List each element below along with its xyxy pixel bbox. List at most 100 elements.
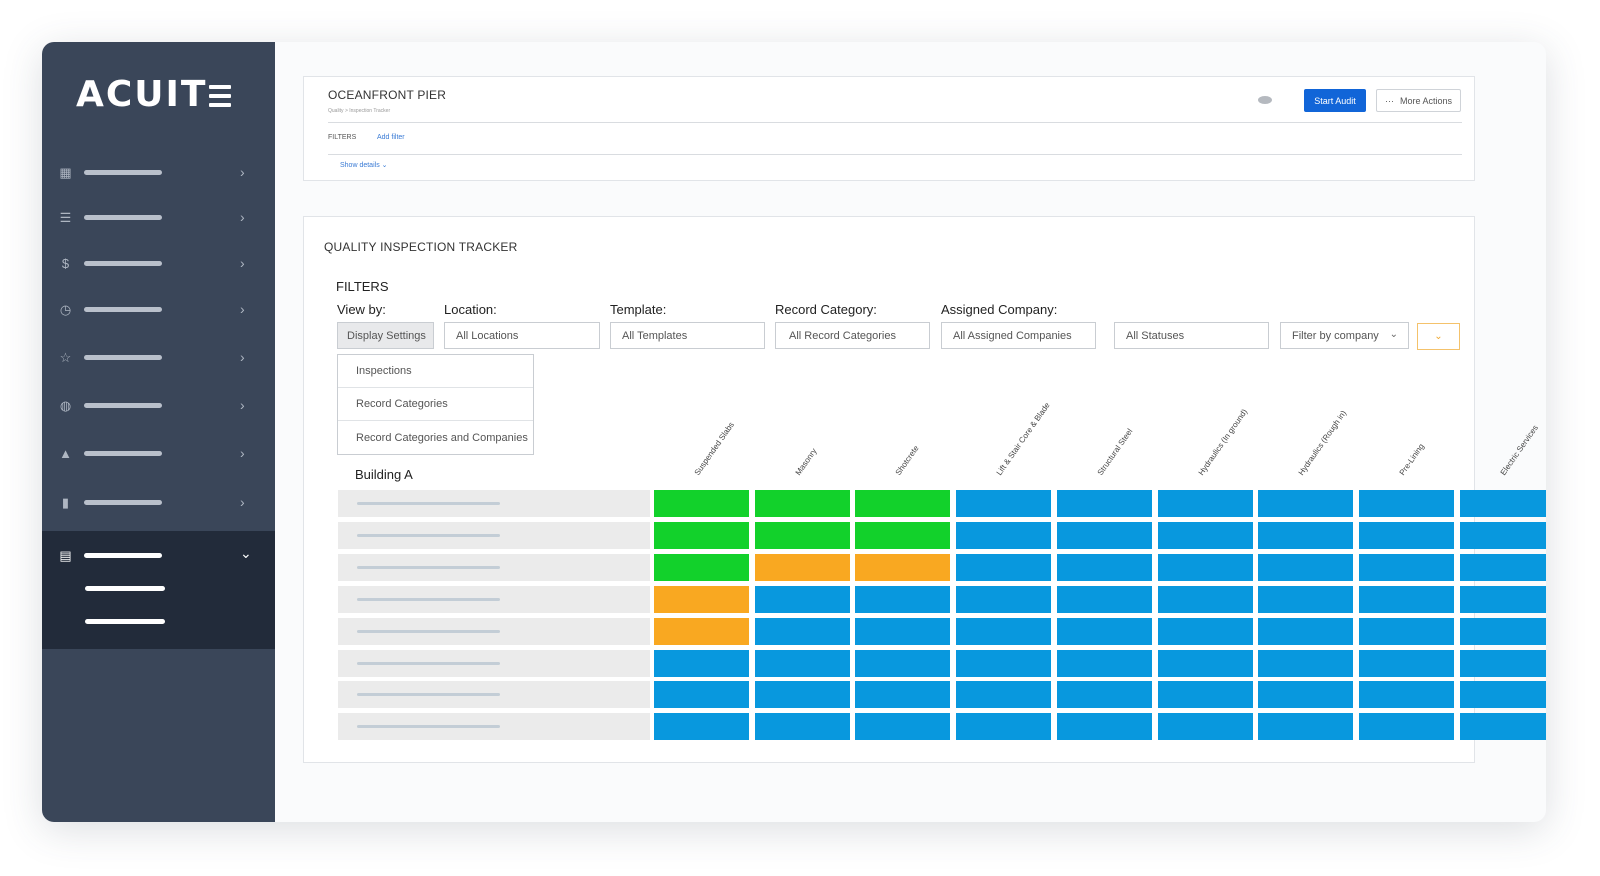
- table-row[interactable]: [338, 649, 650, 677]
- table-row[interactable]: [338, 490, 650, 517]
- status-cell[interactable]: [754, 649, 850, 677]
- expand-toggle-button[interactable]: ⌄: [1417, 323, 1460, 350]
- status-cell[interactable]: [1157, 681, 1253, 709]
- status-cell[interactable]: [1157, 617, 1253, 645]
- table-row[interactable]: [338, 521, 650, 549]
- status-cell[interactable]: [754, 681, 850, 709]
- table-row[interactable]: [338, 585, 650, 613]
- table-row[interactable]: [338, 713, 650, 741]
- status-cell[interactable]: [1258, 681, 1354, 709]
- status-cell[interactable]: [1157, 521, 1253, 549]
- status-cell[interactable]: [1358, 681, 1454, 709]
- submenu-item-2[interactable]: [85, 619, 165, 624]
- status-cell[interactable]: [654, 585, 749, 613]
- status-cell[interactable]: [754, 490, 850, 517]
- status-cell[interactable]: [855, 553, 951, 581]
- status-cell[interactable]: [1056, 585, 1152, 613]
- start-audit-button[interactable]: Start Audit: [1304, 89, 1366, 112]
- status-cell[interactable]: [855, 490, 951, 517]
- status-cell[interactable]: [1358, 713, 1454, 741]
- status-cell[interactable]: [1056, 617, 1152, 645]
- status-cell[interactable]: [1056, 649, 1152, 677]
- breadcrumb[interactable]: Quality > Inspection Tracker: [328, 108, 391, 114]
- status-cell[interactable]: [1459, 713, 1546, 741]
- sidebar-item-6[interactable]: ◍ ›: [42, 388, 275, 422]
- acuite-logo[interactable]: ACUIT: [76, 74, 232, 115]
- status-cell[interactable]: [1056, 713, 1152, 741]
- status-cell[interactable]: [1358, 521, 1454, 549]
- status-cell[interactable]: [1258, 713, 1354, 741]
- status-cell[interactable]: [1056, 521, 1152, 549]
- status-cell[interactable]: [754, 585, 850, 613]
- sidebar-item-3[interactable]: $ ›: [42, 246, 275, 280]
- template-select[interactable]: All Templates: [610, 322, 765, 349]
- status-cell[interactable]: [1157, 490, 1253, 517]
- sidebar-item-5[interactable]: ☆ ›: [42, 340, 275, 374]
- status-cell[interactable]: [1157, 713, 1253, 741]
- status-cell[interactable]: [956, 617, 1052, 645]
- table-row[interactable]: [338, 617, 650, 645]
- status-cell[interactable]: [855, 617, 951, 645]
- status-cell[interactable]: [1358, 490, 1454, 517]
- status-cell[interactable]: [654, 713, 749, 741]
- submenu-item-1[interactable]: [85, 586, 165, 591]
- status-cell[interactable]: [654, 490, 749, 517]
- status-cell[interactable]: [1157, 553, 1253, 581]
- status-cell[interactable]: [654, 649, 749, 677]
- status-cell[interactable]: [956, 681, 1052, 709]
- record-category-select[interactable]: All Record Categories: [775, 322, 930, 349]
- status-cell[interactable]: [855, 649, 951, 677]
- status-cell[interactable]: [754, 553, 850, 581]
- status-cell[interactable]: [1157, 649, 1253, 677]
- status-cell[interactable]: [956, 713, 1052, 741]
- view-option-record-categories[interactable]: Record Categories: [338, 388, 533, 421]
- status-cell[interactable]: [1056, 553, 1152, 581]
- status-cell[interactable]: [1358, 585, 1454, 613]
- status-cell[interactable]: [1459, 585, 1546, 613]
- status-cell[interactable]: [956, 585, 1052, 613]
- status-cell[interactable]: [1459, 553, 1546, 581]
- company-filter-select[interactable]: Filter by company ⌄: [1280, 322, 1409, 349]
- status-cell[interactable]: [1258, 649, 1354, 677]
- sidebar-item-1[interactable]: ▦ ›: [42, 155, 275, 189]
- sidebar-item-7[interactable]: ▲ ›: [42, 436, 275, 470]
- table-row[interactable]: [338, 553, 650, 581]
- status-cell[interactable]: [956, 490, 1052, 517]
- status-cell[interactable]: [1258, 521, 1354, 549]
- status-select[interactable]: All Statuses: [1114, 322, 1269, 349]
- status-cell[interactable]: [1459, 617, 1546, 645]
- status-cell[interactable]: [1258, 585, 1354, 613]
- status-cell[interactable]: [1157, 585, 1253, 613]
- status-cell[interactable]: [956, 521, 1052, 549]
- view-option-record-categories-and-companies[interactable]: Record Categories and Companies: [356, 431, 528, 444]
- chat-icon[interactable]: [1258, 96, 1272, 104]
- status-cell[interactable]: [855, 585, 951, 613]
- status-cell[interactable]: [1056, 681, 1152, 709]
- status-cell[interactable]: [855, 521, 951, 549]
- status-cell[interactable]: [654, 521, 749, 549]
- status-cell[interactable]: [754, 521, 850, 549]
- status-cell[interactable]: [1358, 649, 1454, 677]
- status-cell[interactable]: [1258, 490, 1354, 517]
- status-cell[interactable]: [754, 617, 850, 645]
- status-cell[interactable]: [855, 681, 951, 709]
- status-cell[interactable]: [754, 713, 850, 741]
- status-cell[interactable]: [654, 553, 749, 581]
- status-cell[interactable]: [1258, 617, 1354, 645]
- location-select[interactable]: All Locations: [444, 322, 600, 349]
- status-cell[interactable]: [1459, 521, 1546, 549]
- add-filter-link[interactable]: Add filter: [377, 134, 405, 141]
- sidebar-item-4[interactable]: ◷ ›: [42, 292, 275, 326]
- sidebar-item-2[interactable]: ☰ ›: [42, 200, 275, 234]
- chevron-down-icon[interactable]: ⌄: [240, 545, 252, 561]
- status-cell[interactable]: [1056, 490, 1152, 517]
- status-cell[interactable]: [1358, 553, 1454, 581]
- show-details-link[interactable]: Show details ⌄: [340, 162, 388, 169]
- view-by-select[interactable]: Display Settings: [337, 322, 434, 349]
- status-cell[interactable]: [956, 553, 1052, 581]
- more-actions-button[interactable]: ··· More Actions: [1376, 89, 1461, 112]
- status-cell[interactable]: [855, 713, 951, 741]
- status-cell[interactable]: [1459, 681, 1546, 709]
- status-cell[interactable]: [956, 649, 1052, 677]
- view-option-inspections[interactable]: Inspections: [338, 355, 533, 388]
